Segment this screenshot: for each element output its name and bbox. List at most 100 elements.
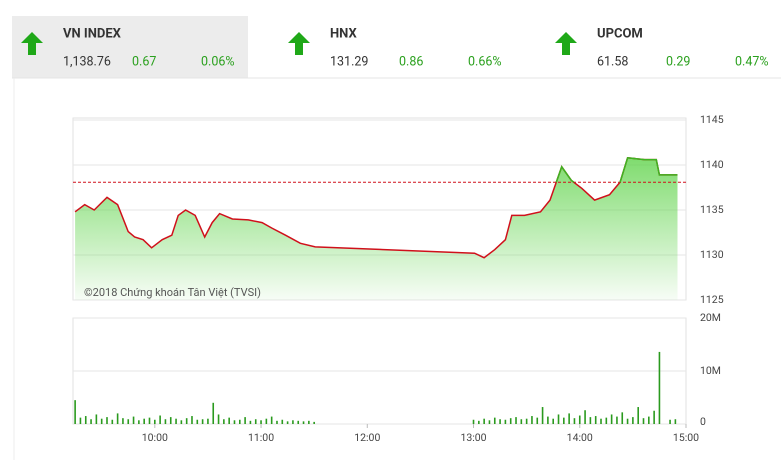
- volume-bar: [499, 419, 501, 424]
- volume-bar: [254, 419, 257, 424]
- volume-bar: [658, 351, 661, 424]
- volume-bar: [605, 417, 608, 424]
- volume-bar: [531, 416, 533, 424]
- volume-bar: [648, 416, 650, 424]
- volume-bar: [547, 416, 549, 424]
- volume-bar: [148, 417, 151, 424]
- volume-bar: [493, 417, 496, 424]
- volume-bar: [610, 414, 613, 424]
- volume-bar: [509, 418, 512, 424]
- y-tick-label: 1125: [700, 293, 724, 306]
- volume-bar: [525, 418, 528, 424]
- volume-bar: [632, 417, 634, 424]
- volume-bar: [223, 419, 225, 424]
- volume-bar: [196, 419, 199, 424]
- volume-bar: [276, 420, 278, 424]
- x-tick-label: 13:00: [460, 431, 486, 444]
- watermark: ©2018 Chứng khoán Tân Việt (TVSI): [84, 286, 261, 299]
- volume-bar: [472, 419, 475, 424]
- active-tile[interactable]: [12, 16, 248, 78]
- header: VN INDEX 1,138.76 0.67 0.06% HNX 131.29 0.86 0.…: [21, 26, 769, 69]
- volume-bar: [568, 413, 570, 424]
- volume-bar: [217, 414, 220, 424]
- index-value: 131.29: [330, 54, 368, 69]
- up-arrow: [555, 32, 577, 55]
- volume-bar: [249, 420, 252, 424]
- volume-bar: [122, 418, 124, 424]
- volume-bar: [138, 420, 140, 424]
- volume-bar: [169, 417, 172, 424]
- volume-bar: [79, 417, 82, 424]
- volume-bar: [191, 416, 193, 424]
- volume-bar: [244, 417, 246, 424]
- index-percent: 0.47%: [735, 54, 769, 69]
- volume-bar: [111, 419, 114, 424]
- volume-bar: [90, 419, 92, 424]
- volume-bar: [265, 418, 268, 424]
- volume-bar: [536, 417, 539, 424]
- volume-bar: [584, 410, 586, 424]
- volume-bar: [674, 419, 677, 424]
- volume-bar: [84, 416, 87, 424]
- y-tick-label: 1140: [700, 158, 724, 171]
- up-arrow: [21, 32, 43, 55]
- volume-bar: [116, 413, 119, 424]
- volume-bar: [621, 412, 624, 424]
- index-percent: 0.06%: [201, 54, 235, 69]
- volume-bar: [132, 416, 135, 424]
- volume-bar: [143, 418, 145, 424]
- x-tick-label: 14:00: [567, 431, 593, 444]
- volume-bar: [557, 414, 560, 424]
- volume-bar: [185, 418, 188, 424]
- x-tick-label: 12:00: [354, 431, 380, 444]
- volume-bar: [233, 420, 236, 424]
- price-line: [74, 156, 678, 259]
- volume-bar: [207, 418, 209, 424]
- y-tick-label: 1130: [700, 248, 724, 261]
- index-name: VN INDEX: [63, 26, 122, 41]
- volume-bar: [292, 420, 294, 424]
- volume-bar: [541, 407, 544, 424]
- volume-bar: [212, 402, 215, 424]
- volume-bar: [159, 415, 161, 424]
- volume-bar: [478, 420, 480, 424]
- volume-bar: [578, 415, 581, 424]
- volume-bar: [154, 419, 156, 424]
- x-tick-label: 10:00: [142, 431, 168, 444]
- volume-bar: [563, 417, 565, 424]
- y-tick-label: 0: [700, 415, 706, 428]
- volume-bar: [626, 418, 629, 424]
- up-arrow: [288, 32, 310, 55]
- index-value: 1,138.76: [63, 54, 111, 69]
- volume-bar: [483, 418, 485, 424]
- volume-bar: [297, 420, 300, 424]
- volume-bar: [270, 416, 273, 424]
- volume-bar: [308, 420, 310, 424]
- volume-bar: [238, 419, 241, 424]
- volume-bar: [281, 419, 284, 424]
- y-tick-label: 10M: [700, 364, 721, 377]
- volume-bar: [600, 418, 602, 424]
- volume-bar: [488, 420, 491, 424]
- y-tick-label: 1145: [700, 113, 724, 126]
- volume-bar: [616, 416, 618, 424]
- volume-bar: [260, 420, 262, 424]
- volume-bar: [228, 417, 230, 424]
- volume-bar: [552, 418, 555, 424]
- volume-bar: [594, 416, 597, 424]
- index-change: 0.86: [399, 54, 423, 69]
- price-area: [75, 157, 678, 300]
- volume-bar: [201, 419, 204, 424]
- y-tick-label: 1135: [700, 203, 724, 216]
- volume-bar: [642, 418, 645, 424]
- volume-bar: [515, 417, 517, 424]
- volume-bar: [302, 421, 305, 424]
- x-tick-label: 15:00: [673, 431, 699, 444]
- volume-bar: [95, 414, 98, 424]
- y-tick-label: 20M: [700, 311, 721, 324]
- volume-bar: [164, 419, 167, 424]
- volume-bar: [286, 421, 289, 424]
- volume-bar: [175, 418, 177, 424]
- charts: 1125 1130 1135 1140 1145 ©2018 Chứng khoán Tâ…: [72, 113, 724, 444]
